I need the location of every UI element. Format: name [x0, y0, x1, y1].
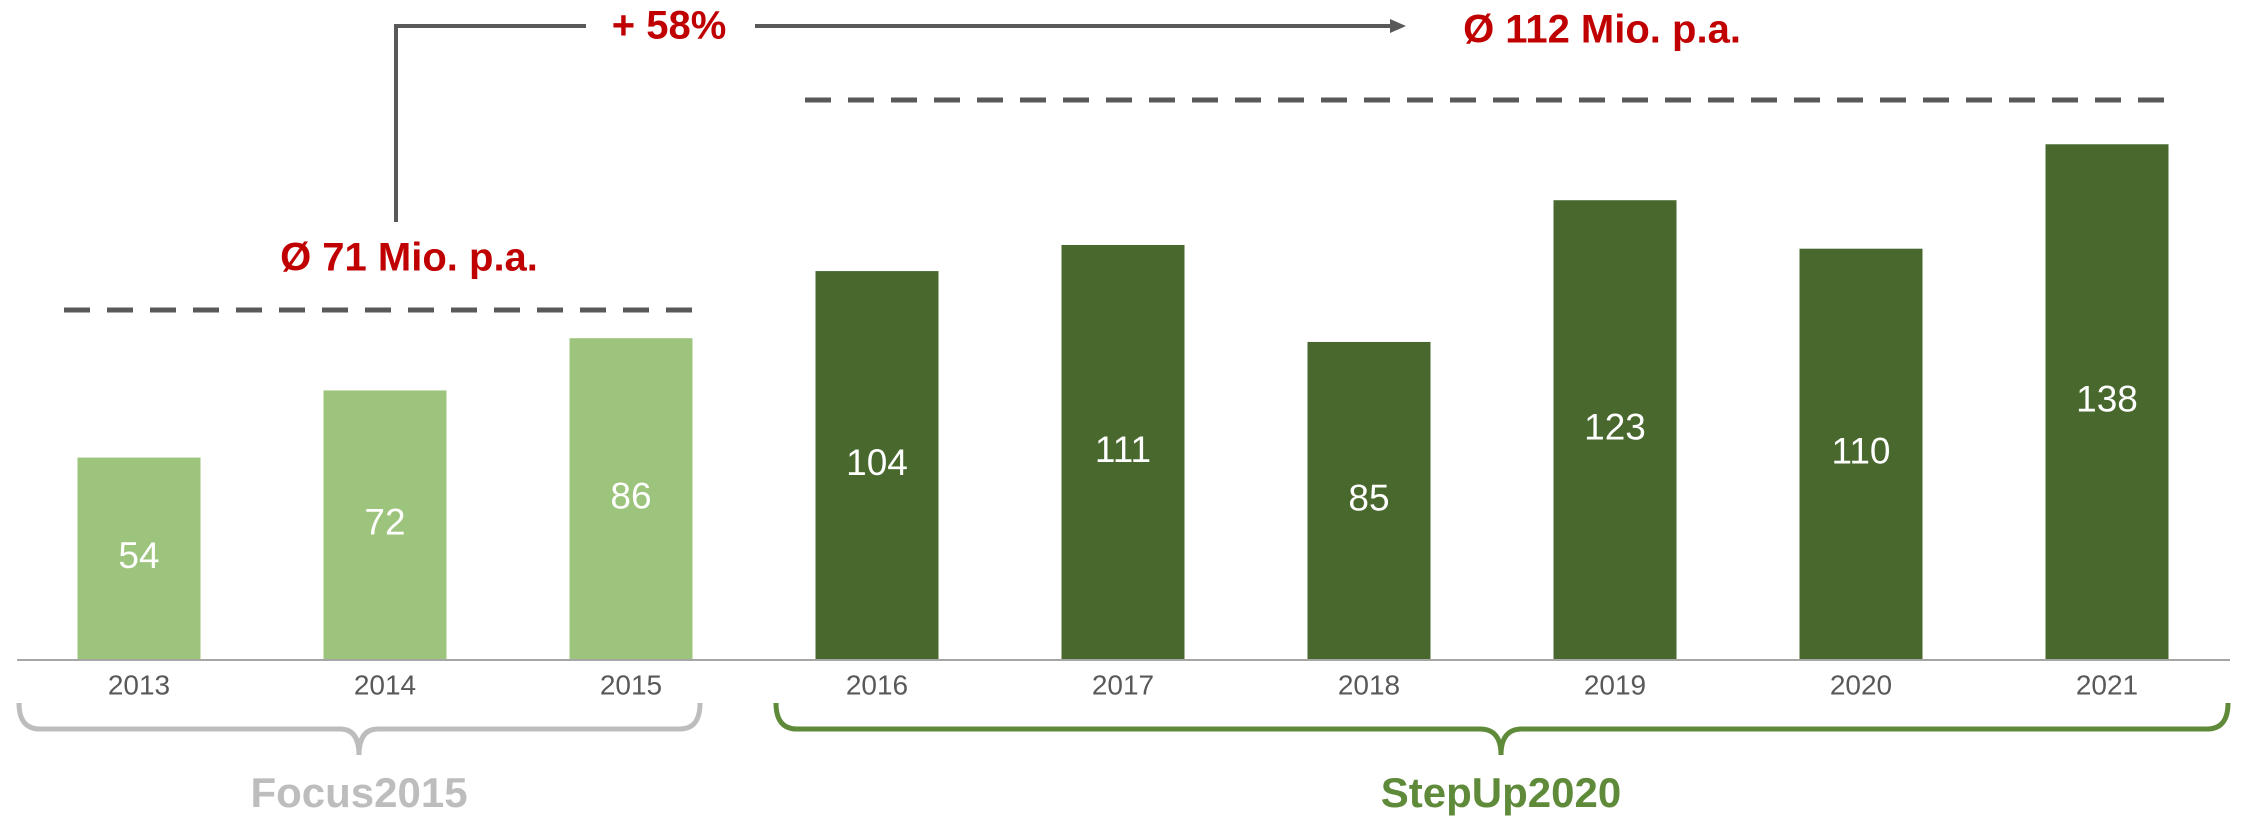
group-label: StepUp2020 [1381, 769, 1621, 816]
x-tick-label: 2014 [354, 669, 416, 700]
bar [77, 457, 201, 659]
value-label: 138 [2076, 378, 2138, 419]
value-label: 85 [1348, 477, 1389, 518]
bar [323, 390, 447, 659]
group-brace [773, 702, 2231, 756]
value-label: 123 [1584, 406, 1646, 447]
x-tick-label: 2021 [2076, 669, 2138, 700]
bar [2045, 144, 2169, 659]
arrow [394, 24, 586, 222]
value-label: 72 [364, 502, 405, 543]
bar [1553, 200, 1677, 659]
value-label: 86 [610, 475, 651, 516]
arrow-head [1390, 19, 1406, 33]
value-label: 104 [846, 442, 908, 483]
x-tick-label: 2013 [108, 669, 170, 700]
bar [815, 271, 939, 659]
x-tick-label: 2019 [1584, 669, 1646, 700]
value-label: 110 [1832, 431, 1891, 472]
bar [569, 338, 693, 659]
x-tick-label: 2020 [1830, 669, 1892, 700]
bar [1307, 341, 1431, 659]
annotation: Ø 112 Mio. p.a. [1463, 8, 1741, 52]
value-label: 54 [118, 535, 159, 576]
annotation: Ø 71 Mio. p.a. [280, 236, 538, 280]
group-label: Focus2015 [250, 769, 467, 816]
x-tick-label: 2017 [1092, 669, 1154, 700]
bar [1061, 244, 1185, 659]
value-label: 111 [1095, 429, 1151, 470]
x-tick-label: 2015 [600, 669, 662, 700]
x-tick-label: 2018 [1338, 669, 1400, 700]
annotation: + 58% [612, 4, 727, 48]
bar [1799, 248, 1923, 659]
x-tick-label: 2016 [846, 669, 908, 700]
group-brace [16, 702, 703, 756]
